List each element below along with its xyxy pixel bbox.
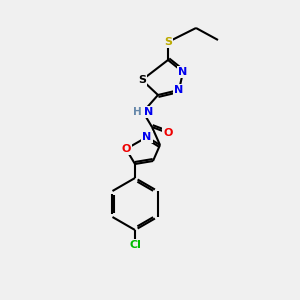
Text: N: N <box>174 85 184 95</box>
Text: Cl: Cl <box>129 240 141 250</box>
Text: N: N <box>178 67 188 77</box>
Text: O: O <box>163 128 173 138</box>
Text: S: S <box>164 37 172 47</box>
Text: N: N <box>142 132 152 142</box>
Text: O: O <box>121 144 131 154</box>
Text: N: N <box>144 107 153 117</box>
Text: S: S <box>138 75 146 85</box>
Text: H: H <box>133 107 142 117</box>
